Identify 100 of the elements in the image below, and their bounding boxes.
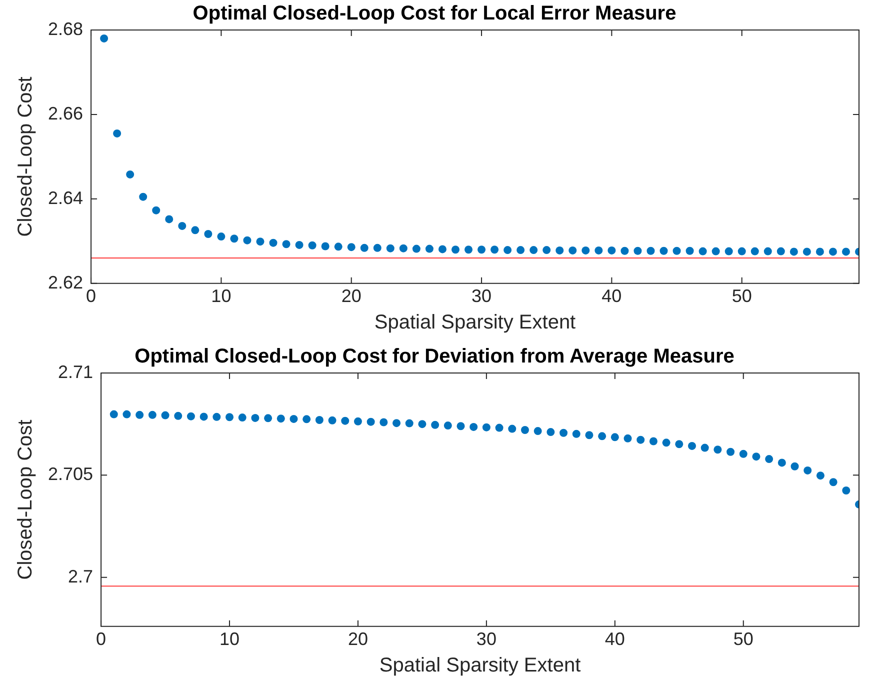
point [200, 412, 208, 421]
point [212, 412, 221, 421]
point [217, 232, 226, 241]
point [649, 437, 658, 446]
point [412, 244, 420, 253]
point [392, 419, 401, 428]
x-tick-label: 30 [472, 286, 492, 306]
chart-title: Optimal Closed-Loop Cost for Local Error Measure [192, 2, 676, 25]
y-axis-title: Closed-Loop Cost [14, 419, 37, 580]
point [126, 170, 134, 178]
point [724, 247, 733, 256]
point [251, 414, 260, 422]
x-tick-label: 10 [211, 286, 232, 306]
y-tick-label: 2.64 [48, 188, 84, 208]
point [542, 246, 551, 254]
point [100, 34, 108, 42]
point [816, 248, 824, 256]
point [842, 248, 850, 256]
point [334, 242, 342, 251]
point [624, 434, 632, 442]
point [516, 246, 525, 254]
point [700, 444, 709, 452]
point [636, 436, 645, 444]
point [686, 246, 694, 255]
point [482, 423, 490, 432]
y-axis-title: Closed-Loop Cost [14, 76, 37, 237]
point [256, 238, 264, 246]
point [608, 246, 616, 254]
point [113, 129, 122, 138]
point [726, 448, 735, 456]
point [568, 246, 577, 254]
point [660, 246, 668, 255]
point [148, 410, 156, 419]
point [610, 433, 619, 442]
point [405, 419, 414, 428]
point [226, 413, 234, 422]
point [530, 246, 538, 254]
x-tick-label: 50 [732, 286, 752, 306]
point [739, 450, 748, 458]
point [829, 478, 838, 486]
point [582, 246, 590, 254]
point [688, 442, 696, 450]
point [380, 418, 388, 426]
point [802, 248, 811, 256]
point [842, 486, 850, 495]
point [752, 452, 760, 461]
point [634, 246, 642, 255]
x-tick-label: 40 [604, 629, 625, 650]
point [438, 245, 446, 254]
y-tick-label: 2.705 [48, 464, 94, 484]
point [282, 240, 290, 248]
point [243, 236, 252, 244]
point [764, 247, 772, 256]
point [191, 226, 200, 234]
point [738, 247, 746, 256]
point [620, 246, 629, 255]
point [425, 244, 434, 253]
point [230, 234, 238, 243]
point [373, 244, 382, 252]
point [321, 242, 330, 250]
x-tick-label: 30 [476, 629, 496, 650]
point [698, 247, 707, 256]
point [152, 206, 160, 214]
y-tick-label: 2.7 [68, 566, 94, 586]
point [534, 427, 542, 436]
point [431, 420, 440, 429]
point [136, 410, 144, 419]
point [161, 411, 170, 420]
point [585, 431, 594, 440]
point [672, 246, 681, 255]
point [386, 244, 394, 252]
point [347, 243, 356, 252]
point [366, 418, 375, 426]
point [122, 410, 131, 418]
point [354, 417, 362, 426]
x-tick-label: 10 [219, 629, 240, 650]
point [598, 432, 606, 440]
point [556, 246, 564, 254]
point [269, 238, 278, 247]
point [490, 246, 499, 254]
point [478, 246, 486, 254]
point [464, 246, 473, 254]
point [520, 426, 529, 434]
point [508, 424, 516, 433]
point [399, 244, 408, 252]
x-tick-label: 50 [733, 629, 754, 650]
y-tick-label: 2.62 [48, 272, 84, 292]
point [328, 416, 336, 424]
point [276, 414, 285, 423]
point [302, 415, 311, 424]
point [178, 222, 186, 230]
point [308, 241, 316, 250]
y-tick-label: 2.71 [58, 362, 94, 382]
point [110, 410, 118, 418]
x-axis-title: Spatial Sparsity Extent [379, 654, 582, 677]
point [560, 428, 568, 437]
point [646, 246, 655, 255]
y-tick-label: 2.66 [48, 103, 84, 124]
point [360, 244, 368, 252]
point [675, 440, 684, 448]
